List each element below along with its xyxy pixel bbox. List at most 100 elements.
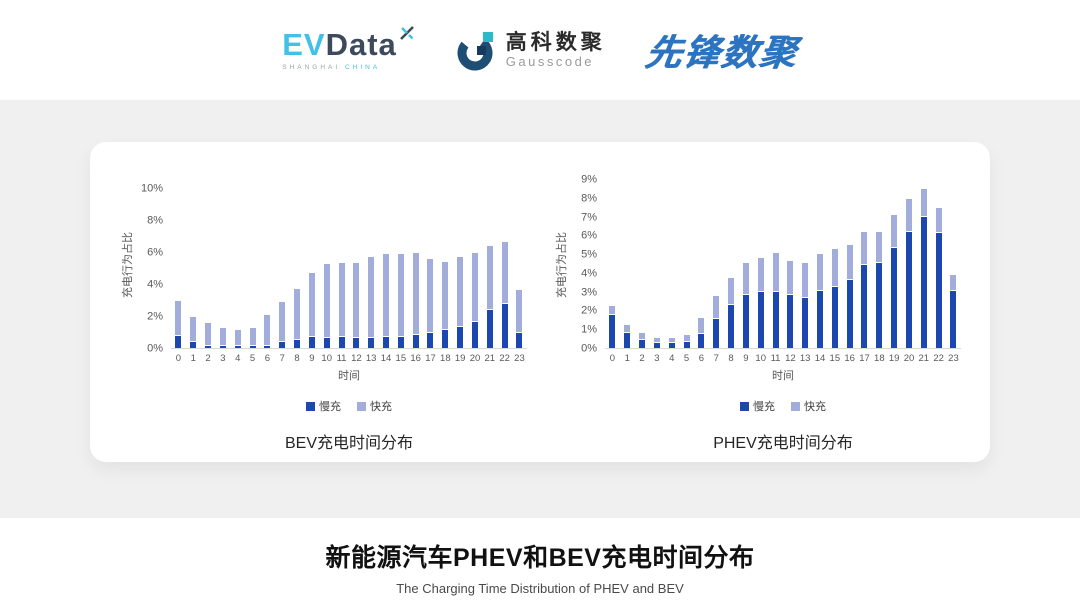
x-tick-label: 14 xyxy=(380,353,392,364)
evdata-shanghai-text: SHANGHAI xyxy=(282,64,341,71)
bar-hour-13 xyxy=(798,263,813,348)
x-tick-label: 16 xyxy=(410,353,421,364)
slow-charge-segment xyxy=(831,286,838,348)
evdata-ev-text: EV xyxy=(282,27,326,62)
slow-charge-segment xyxy=(175,336,182,348)
stacked-bar xyxy=(920,189,927,348)
slow-charge-segment xyxy=(698,334,705,348)
slow-charge-segment xyxy=(609,315,616,348)
x-tick-label: 5 xyxy=(249,353,256,364)
stacked-bar xyxy=(713,296,720,348)
bar-hour-4 xyxy=(230,330,245,348)
y-axis-ticks: 0% 1% 2% 3% 4% 5% 6% 7% 8% 9% xyxy=(569,174,605,354)
fast-charge-segment xyxy=(683,334,690,341)
stacked-bar xyxy=(442,262,449,348)
fast-charge-segment xyxy=(308,273,315,336)
fast-charge-segment xyxy=(175,300,182,335)
stacked-bar xyxy=(935,208,942,348)
fast-charge-segment xyxy=(609,305,616,315)
gray-band: 充电行为占比 0% 2% 4% 6% 8% 10% 0 1 2 3 4 5 6 7 8 9 10 11 12 13 1… xyxy=(0,100,1080,518)
stacked-bar xyxy=(294,289,301,348)
x-tick-label: 11 xyxy=(770,353,781,364)
fast-charge-segment xyxy=(891,214,898,247)
slow-charge-segment xyxy=(653,342,660,348)
logo-bar: EV Data SHANGHAI CHINA 高科数聚 Gausscode 先锋数… xyxy=(0,0,1080,100)
x-tick-label: 7 xyxy=(279,353,285,364)
stacked-bar xyxy=(639,332,646,348)
slow-charge-segment xyxy=(846,280,853,348)
slow-charge-segment xyxy=(219,346,226,348)
x-tick-label: 16 xyxy=(844,353,855,364)
y-axis-ticks: 0% 2% 4% 6% 8% 10% xyxy=(135,183,171,354)
bar-hour-17 xyxy=(423,259,438,348)
fast-charge-segment xyxy=(234,330,241,346)
fast-charge-segment xyxy=(861,232,868,265)
fast-charge-segment xyxy=(846,244,853,280)
bar-hour-19 xyxy=(453,257,468,348)
fast-charge-segment xyxy=(397,254,404,336)
fast-charge-segment xyxy=(817,254,823,290)
gausscode-g-icon xyxy=(457,32,493,71)
slow-charge-segment xyxy=(368,337,375,348)
y-tick-label: 9% xyxy=(581,173,597,186)
slow-charge-segment xyxy=(516,332,523,348)
evdata-data-text: Data xyxy=(325,27,397,62)
x-tick-label: 22 xyxy=(499,353,510,364)
fast-charge-segment xyxy=(757,257,764,291)
x-tick-label: 7 xyxy=(713,353,719,364)
legend-item-慢充: 慢充 xyxy=(740,398,775,414)
slow-charge-segment xyxy=(876,262,883,348)
page-subtitle: The Charging Time Distribution of PHEV a… xyxy=(396,581,684,596)
stacked-bar xyxy=(728,278,735,348)
stacked-bar xyxy=(234,330,241,348)
fast-charge-segment xyxy=(205,323,212,345)
y-axis-label: 充电行为占比 xyxy=(122,231,134,298)
stacked-bar xyxy=(668,337,675,348)
bar-hour-23 xyxy=(512,290,527,348)
x-tick-label: 2 xyxy=(205,353,211,364)
x-tick-label: 14 xyxy=(814,353,826,364)
slow-charge-segment xyxy=(471,322,478,348)
y-tick-label: 8% xyxy=(147,214,163,227)
x-tick-label: 18 xyxy=(874,353,885,364)
legend-label: 慢充 xyxy=(753,401,775,413)
stacked-bar xyxy=(817,254,823,348)
x-tick-label: 20 xyxy=(469,353,481,364)
bar-hour-11 xyxy=(768,253,783,348)
bar-hour-9 xyxy=(304,273,319,348)
slow-charge-segment xyxy=(668,343,675,348)
bar-hour-7 xyxy=(275,302,290,348)
fast-charge-segment xyxy=(516,290,523,332)
bar-hour-15 xyxy=(827,249,842,348)
bar-hour-1 xyxy=(186,316,201,348)
slow-charge-segment xyxy=(891,247,898,348)
x-tick-label: 19 xyxy=(454,353,466,364)
fast-charge-segment xyxy=(323,263,330,337)
slow-charge-segment xyxy=(683,342,690,348)
evdata-china-text: CHINA xyxy=(344,64,381,71)
fast-charge-segment xyxy=(338,263,345,336)
bar-hour-18 xyxy=(438,262,453,348)
x-tick-label: 19 xyxy=(888,353,900,364)
bar-hour-4 xyxy=(664,337,679,348)
fast-charge-segment xyxy=(501,242,508,303)
stacked-bar xyxy=(308,273,315,348)
stacked-bar xyxy=(802,263,809,348)
fast-charge-segment xyxy=(950,274,957,290)
x-tick-label: 21 xyxy=(918,353,930,364)
fast-charge-segment xyxy=(249,327,256,346)
x-tick-label: 8 xyxy=(294,353,300,364)
stacked-bar xyxy=(861,232,868,348)
stacked-bar xyxy=(757,257,764,348)
x-tick-label: 1 xyxy=(624,353,630,364)
stacked-bar xyxy=(846,244,853,348)
fast-charge-segment xyxy=(802,263,809,298)
slow-charge-segment xyxy=(457,327,464,348)
bar-hour-5 xyxy=(245,327,260,348)
x-tick-label: 5 xyxy=(683,353,690,364)
bev-plot-row: 充电行为占比 0% 2% 4% 6% 8% 10% xyxy=(119,180,527,354)
y-tick-label: 4% xyxy=(147,278,163,291)
slow-charge-segment xyxy=(264,345,271,348)
y-tick-label: 10% xyxy=(140,182,163,195)
stacked-bar xyxy=(175,300,182,348)
